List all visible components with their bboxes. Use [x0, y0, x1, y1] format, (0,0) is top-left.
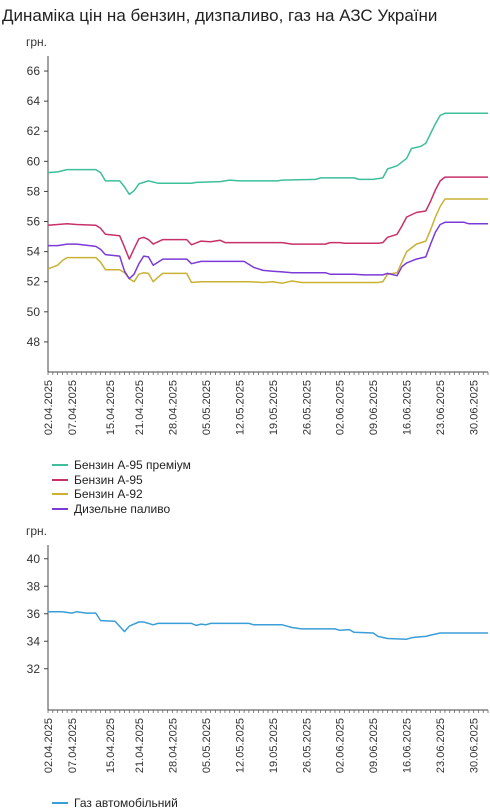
- x-tick-label: 21.04.2025: [134, 380, 146, 435]
- x-tick-label: 16.06.2025: [402, 718, 414, 773]
- y-tick-label: 64: [27, 94, 41, 108]
- legend-label: Газ автомобільний: [74, 796, 178, 811]
- y-tick-label: 54: [27, 245, 41, 259]
- y-tick-label: 34: [27, 634, 41, 648]
- y-tick-label: 62: [27, 124, 41, 138]
- y-tick-label: 48: [27, 335, 41, 349]
- legend-item[interactable]: Дизельне паливо: [52, 502, 191, 517]
- unit-label: грн.: [26, 524, 47, 538]
- legend-item[interactable]: Газ автомобільний: [52, 796, 178, 811]
- y-tick-label: 52: [27, 275, 41, 289]
- legend-item[interactable]: Бензин А-95: [52, 473, 191, 488]
- x-tick-label: 30.06.2025: [469, 718, 481, 773]
- series-line-4: [48, 221, 488, 280]
- legend-swatch: [52, 507, 68, 510]
- x-tick-label: 02.06.2025: [335, 718, 347, 773]
- x-tick-label: 23.06.2025: [435, 718, 447, 773]
- x-tick-label: 19.05.2025: [268, 380, 280, 435]
- series-line-3: [47, 198, 488, 284]
- x-tick-label: 28.04.2025: [167, 380, 179, 435]
- x-tick-label: 16.06.2025: [402, 380, 414, 435]
- y-tick-label: 50: [27, 305, 41, 319]
- legend-swatch: [52, 464, 68, 467]
- x-tick-label: 05.05.2025: [201, 380, 213, 435]
- x-tick-label: 15.04.2025: [105, 380, 117, 435]
- x-tick-label: 15.04.2025: [105, 718, 117, 773]
- y-tick-label: 40: [27, 552, 41, 566]
- x-tick-label: 28.04.2025: [167, 718, 179, 773]
- x-tick-label: 12.05.2025: [234, 718, 246, 773]
- x-tick-label: 09.06.2025: [368, 380, 380, 435]
- y-tick-label: 56: [27, 215, 41, 229]
- series-line-1: [48, 610, 488, 640]
- legend-fuel: Бензин А-95 преміум Бензин А-95 Бензин А-9…: [52, 458, 191, 516]
- series-line-2: [47, 176, 488, 260]
- unit-label: грн.: [26, 35, 47, 49]
- x-tick-label: 02.04.2025: [43, 718, 55, 773]
- legend-swatch: [52, 478, 68, 481]
- legend-item[interactable]: Бензин А-92: [52, 487, 191, 502]
- legend-swatch: [52, 802, 68, 805]
- x-tick-label: 07.04.2025: [67, 380, 79, 435]
- x-tick-label: 02.06.2025: [335, 380, 347, 435]
- x-tick-label: 26.05.2025: [301, 718, 313, 773]
- legend-label: Бензин А-95 преміум: [74, 458, 191, 473]
- x-tick-label: 12.05.2025: [234, 380, 246, 435]
- chart-fuel-prices: грн. 48 50 52 54 56 58 60 62 64 66 02.04.2025 07.04.…: [26, 35, 489, 435]
- y-tick-label: 60: [27, 154, 41, 168]
- series-line-1: [47, 112, 488, 196]
- x-tick-label: 26.05.2025: [301, 380, 313, 435]
- legend-label: Дизельне паливо: [74, 501, 171, 516]
- x-tick-label: 19.05.2025: [268, 718, 280, 773]
- legend-item[interactable]: Бензин А-95 преміум: [52, 458, 191, 473]
- x-tick-label: 21.04.2025: [134, 718, 146, 773]
- legend-gas: Газ автомобільний: [52, 796, 178, 811]
- legend-label: Бензин А-92: [74, 487, 143, 502]
- x-tick-label: 30.06.2025: [469, 380, 481, 435]
- legend-label: Бензин А-95: [74, 472, 143, 487]
- x-tick-label: 07.04.2025: [67, 718, 79, 773]
- y-tick-label: 38: [27, 579, 41, 593]
- x-tick-label: 05.05.2025: [201, 718, 213, 773]
- legend-swatch: [52, 493, 68, 496]
- y-tick-label: 32: [27, 662, 41, 676]
- page-title: Динаміка цін на бензин, дизпаливо, газ н…: [2, 6, 438, 25]
- y-tick-label: 36: [27, 607, 41, 621]
- y-tick-label: 66: [27, 64, 41, 78]
- y-tick-label: 58: [27, 184, 41, 198]
- x-tick-label: 23.06.2025: [435, 380, 447, 435]
- x-tick-label: 09.06.2025: [368, 718, 380, 773]
- x-tick-label: 02.04.2025: [43, 380, 55, 435]
